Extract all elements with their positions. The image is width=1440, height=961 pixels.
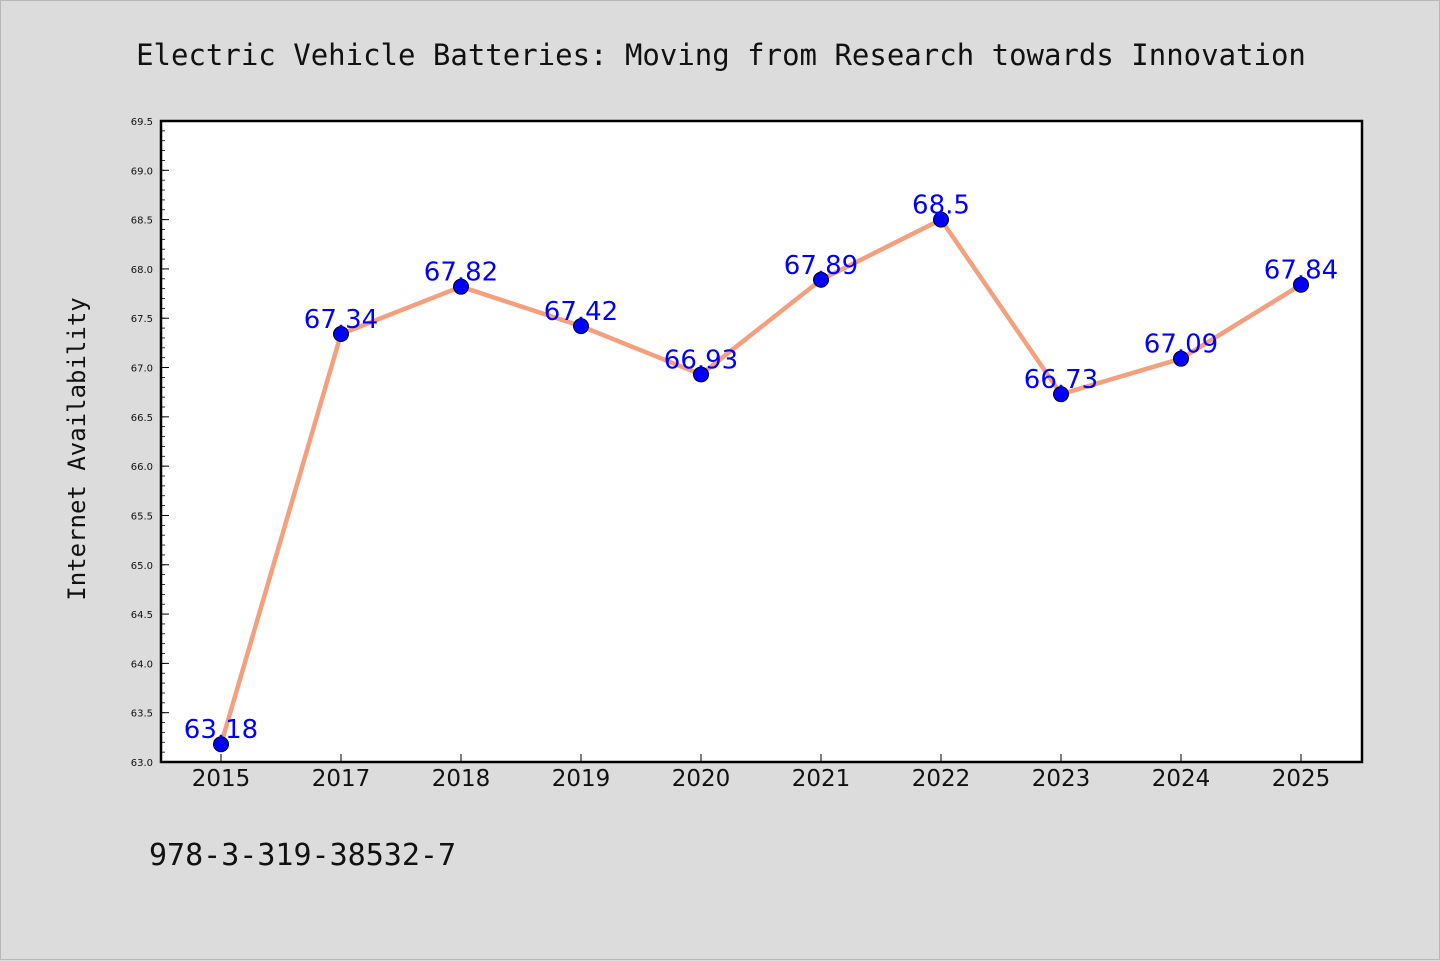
- x-axis: 2015 2017 2018 2019 2020 2021 2022 2023 2024 2025: [192, 754, 1331, 792]
- y-tick-label: 69.5: [131, 117, 153, 128]
- x-tick-label: 2021: [792, 766, 851, 792]
- data-point: [1053, 386, 1069, 403]
- x-tick-label: 2022: [912, 766, 971, 792]
- data-label: 67.09: [1144, 330, 1218, 360]
- y-tick-label: 63.5: [131, 709, 153, 720]
- y-tick-label: 64.0: [131, 659, 153, 670]
- y-tick-label: 63.0: [131, 758, 153, 769]
- x-tick-label: 2018: [432, 766, 491, 792]
- x-tick-label: 2024: [1152, 766, 1211, 792]
- x-tick-label: 2025: [1272, 766, 1331, 792]
- data-point: [573, 318, 589, 335]
- y-tick-label: 64.5: [131, 610, 153, 621]
- y-tick-label: 65.5: [131, 511, 153, 522]
- data-label: 66.93: [664, 345, 738, 375]
- y-tick-label: 66.5: [131, 413, 153, 424]
- data-point: [933, 211, 949, 228]
- y-tick-label: 69.0: [131, 166, 153, 177]
- x-tick-label: 2023: [1032, 766, 1091, 792]
- data-label: 66.73: [1024, 365, 1098, 395]
- data-point: [813, 271, 829, 288]
- data-label: 67.84: [1264, 256, 1338, 286]
- data-label-group: 63.18 67.34 67.82 67.42 66.93 67.89 68.5 66.73 6…: [184, 191, 1338, 746]
- x-tick-label: 2019: [552, 766, 611, 792]
- data-label: 63.18: [184, 715, 258, 745]
- data-point: [333, 326, 349, 343]
- x-tick-label: 2015: [192, 766, 251, 792]
- data-point: [213, 736, 229, 753]
- x-tick-label: 2020: [672, 766, 731, 792]
- y-axis-label: Internet Availability: [63, 297, 91, 600]
- y-tick-label: 66.0: [131, 462, 153, 473]
- series-line: [218, 217, 1303, 745]
- x-tick-label: 2017: [312, 766, 371, 792]
- marker-group: [213, 211, 1309, 753]
- data-label: 67.34: [304, 305, 378, 335]
- plot-area: [161, 121, 1362, 762]
- data-point: [1173, 350, 1189, 367]
- y-tick-label: 68.5: [131, 216, 153, 227]
- data-label: 67.89: [784, 251, 858, 281]
- data-point: [453, 278, 469, 295]
- y-tick-label: 68.0: [131, 265, 153, 276]
- series-line-group: [218, 217, 1303, 745]
- data-label: 67.82: [424, 258, 498, 288]
- y-tick-label: 67.5: [131, 314, 153, 325]
- chart-title: Electric Vehicle Batteries: Moving from …: [136, 38, 1306, 72]
- y-tick-label: 65.0: [131, 561, 153, 572]
- data-point: [693, 366, 709, 383]
- plot-frame: [159, 119, 1364, 764]
- data-point: [1293, 276, 1309, 293]
- y-tick-label: 67.0: [131, 364, 153, 375]
- isbn-footer: 978-3-319-38532-7: [149, 838, 456, 873]
- data-label: 67.42: [544, 297, 618, 327]
- data-label: 68.5: [912, 191, 970, 221]
